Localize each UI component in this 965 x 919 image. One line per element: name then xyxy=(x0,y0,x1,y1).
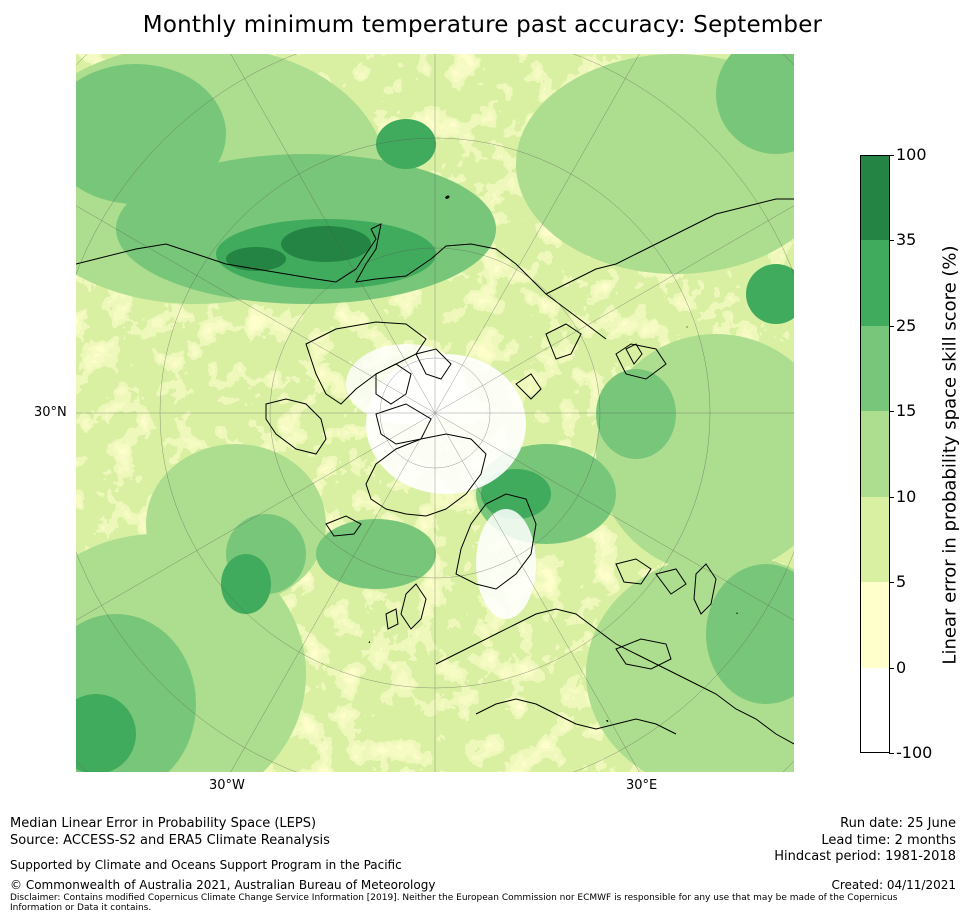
colorbar-tick-label: 35 xyxy=(896,230,917,250)
colorbar-tick-label: 15 xyxy=(896,401,917,421)
coastline-baikal xyxy=(625,343,643,365)
colorbar-tick-mark xyxy=(889,582,894,584)
footer-run-date: Run date: 25 June xyxy=(840,816,956,831)
colorbar-label: Linear error in probability space skill … xyxy=(939,245,961,665)
footer-lead-time: Lead time: 2 months xyxy=(821,833,956,848)
graticule xyxy=(76,54,794,772)
colorbar-tick-mark xyxy=(889,155,894,156)
lat-label-30n: 30°N xyxy=(34,405,67,420)
colorbar-tick-label: 100 xyxy=(896,145,927,164)
colorbar-bin xyxy=(860,496,890,583)
coastline-novaya-zemlya xyxy=(545,323,582,360)
coastline-greenland xyxy=(365,433,487,517)
coastline-islands-2 xyxy=(415,348,452,380)
coastline-iceland xyxy=(325,515,362,537)
coastline-hudson xyxy=(265,398,327,455)
lon-label-30w: 30°W xyxy=(209,778,245,793)
colorbar-bin xyxy=(860,155,890,241)
colorbar-tick-mark xyxy=(889,411,894,413)
coastline-asia-inland xyxy=(615,558,652,585)
chart-title: Monthly minimum temperature past accurac… xyxy=(142,12,823,38)
footer-disclaimer: Disclaimer: Contains modified Copernicus… xyxy=(10,893,898,913)
coastline-caspian xyxy=(693,563,717,615)
coastline-asia-2 xyxy=(655,568,687,595)
colorbar xyxy=(860,155,890,753)
coastline-uk xyxy=(400,583,427,630)
lon-label-30e: 30°E xyxy=(626,778,658,793)
footer-support-line: Supported by Climate and Oceans Support … xyxy=(10,858,402,872)
footer-hindcast: Hindcast period: 1981-2018 xyxy=(774,849,956,864)
colorbar-frame xyxy=(860,155,890,753)
colorbar-tick-mark xyxy=(889,325,894,327)
colorbar-tick-label: -100 xyxy=(896,743,933,762)
coastline-europe xyxy=(435,608,794,745)
colorbar-tick-label: 5 xyxy=(896,572,907,592)
colorbar-tick-mark xyxy=(889,240,894,242)
footer-leps-line: Median Linear Error in Probability Space… xyxy=(10,816,317,831)
coastline-black-sea xyxy=(615,638,672,670)
map-canvas xyxy=(76,54,794,772)
colorbar-tick-label: 25 xyxy=(896,315,917,335)
colorbar-tick-mark xyxy=(889,667,894,669)
footer-copyright: © Commonwealth of Australia 2021, Austra… xyxy=(10,878,436,892)
coastline-islands-1 xyxy=(375,363,412,405)
colorbar-tick-mark xyxy=(889,496,894,498)
coastline-aral xyxy=(615,343,667,380)
coastline-svalbard xyxy=(515,373,542,400)
footer-source-line: Source: ACCESS-S2 and ERA5 Climate Reana… xyxy=(10,833,330,848)
skill-field-negative xyxy=(346,344,536,619)
colorbar-tick-label: 10 xyxy=(896,486,917,506)
colorbar-tick-label: 0 xyxy=(896,657,907,677)
polar-map xyxy=(76,54,794,772)
footer-created: Created: 04/11/2021 xyxy=(831,878,956,892)
coastline-russia xyxy=(545,198,794,295)
coastline-scandinavia xyxy=(455,493,537,590)
coastline-mediterranean xyxy=(475,698,677,735)
colorbar-tick-mark xyxy=(889,753,894,754)
coastline-ireland xyxy=(385,608,399,630)
